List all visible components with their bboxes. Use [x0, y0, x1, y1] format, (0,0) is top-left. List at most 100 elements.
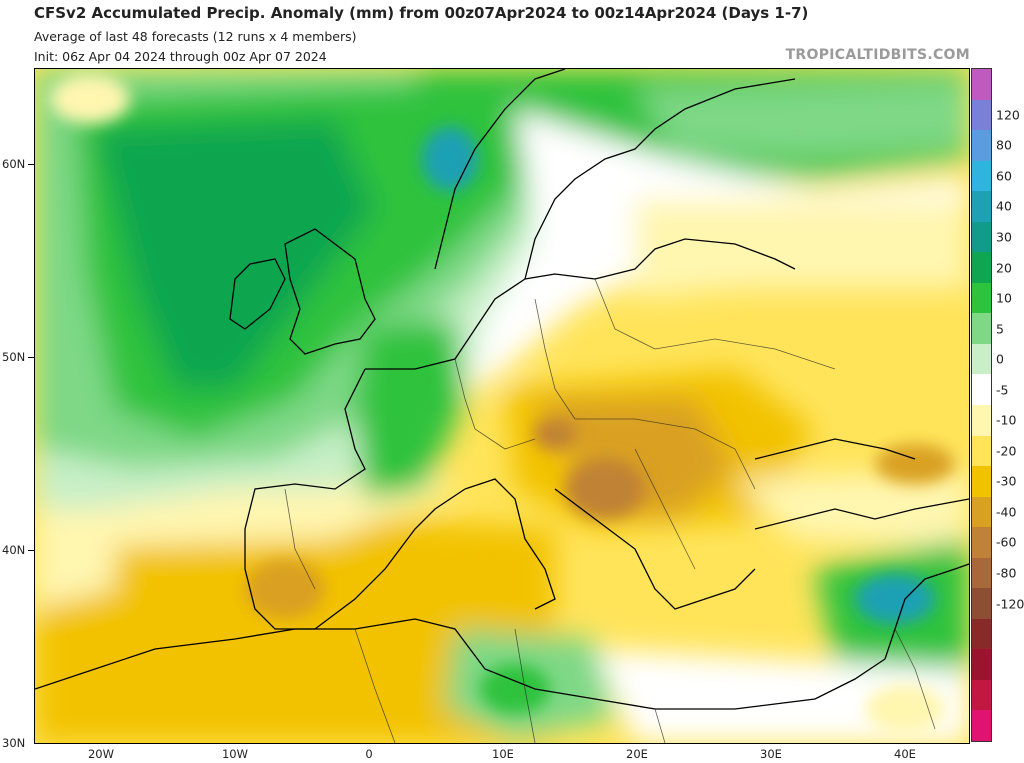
colorbar-swatch	[972, 343, 991, 375]
core-balkans-dry-strong	[565, 459, 645, 519]
coast-north-europe	[365, 238, 796, 370]
coast-britain	[284, 228, 376, 355]
colorbar-label: -30	[996, 473, 1017, 489]
colorbar-swatch	[972, 130, 991, 162]
colorbar-swatch	[972, 588, 991, 620]
colorbar-swatch	[972, 69, 991, 101]
colorbar-swatch	[972, 618, 991, 650]
colorbar-label: 120	[996, 107, 1020, 123]
field-westafrica-pale	[35, 529, 115, 609]
colorbar-label: -60	[996, 534, 1017, 550]
border-levant	[894, 628, 936, 730]
colorbar-swatch	[972, 191, 991, 223]
border-egypt	[654, 708, 666, 743]
lon-label-40e: 40E	[894, 747, 916, 761]
anomaly-field	[35, 69, 969, 743]
core-norway-very-wet	[422, 127, 478, 191]
core-libya-wet	[480, 664, 550, 714]
colorbar-label: 0	[996, 351, 1004, 367]
border-germany-poland	[534, 298, 576, 420]
border-east	[594, 278, 836, 370]
colorbar-label: -40	[996, 504, 1017, 520]
border-west	[454, 358, 536, 450]
lat-tick	[28, 357, 34, 358]
lat-label-50n: 50N	[2, 350, 26, 364]
coast-north-africa	[35, 618, 886, 710]
field-atlantic-wet-strong	[95, 119, 375, 389]
colorbar-label: -20	[996, 443, 1017, 459]
precip-anomaly-map	[34, 68, 970, 744]
map-subtitle-init: Init: 06z Apr 04 2024 through 00z Apr 07…	[34, 49, 327, 64]
map-canvas	[35, 69, 969, 743]
lat-tick	[28, 550, 34, 551]
core-iberia-dry	[245, 559, 325, 619]
lat-tick	[28, 164, 34, 165]
core-alps-dry-strong	[533, 418, 577, 450]
colorbar-label: 5	[996, 321, 1004, 337]
colorbar-label: -10	[996, 412, 1017, 428]
colorbar-label: 60	[996, 168, 1012, 184]
coast-black-sea-north	[754, 438, 916, 460]
border-danube	[575, 418, 756, 490]
lat-label-40n: 40N	[2, 543, 26, 557]
coast-norway	[434, 69, 566, 270]
country-borders	[284, 278, 936, 743]
coast-ireland	[229, 258, 286, 330]
border-algeria	[354, 628, 396, 743]
colorbar-swatch	[972, 313, 991, 345]
field-anatolia-pale	[735, 469, 969, 549]
colorbar-label: 40	[996, 198, 1012, 214]
colorbar-swatch	[972, 374, 991, 406]
coast-sweden-finland	[524, 78, 796, 280]
lon-label-20e: 20E	[626, 747, 648, 761]
colorbar-label: 10	[996, 290, 1012, 306]
coast-adriatic-greece	[554, 488, 756, 610]
colorbar-label: -120	[996, 596, 1024, 612]
colorbar-swatch	[972, 282, 991, 314]
border-libya	[514, 628, 536, 743]
colorbar-swatch	[972, 496, 991, 528]
colorbar-label: -5	[996, 382, 1009, 398]
lon-label-0: 0	[365, 747, 373, 761]
lat-label-30n: 30N	[2, 736, 26, 750]
colorbar-swatch	[972, 435, 991, 467]
colorbar-swatch	[972, 679, 991, 711]
coast-black-sea-south	[754, 498, 969, 530]
core-atlantic-pale	[50, 74, 130, 124]
colorbar-swatch	[972, 557, 991, 589]
field-baltic-pale	[635, 199, 969, 299]
lon-label-20w: 20W	[87, 747, 115, 761]
colorbar-label: -80	[996, 565, 1017, 581]
colorbar-swatch	[972, 466, 991, 498]
colorbar-swatch	[972, 405, 991, 437]
core-arabia-pale	[865, 684, 945, 734]
coast-levant	[884, 563, 969, 660]
core-black-sea-dry	[875, 444, 955, 484]
coastlines	[35, 69, 969, 710]
field-neutral-strip	[465, 109, 969, 399]
colorbar-swatch	[972, 252, 991, 284]
coast-france-iberia	[244, 368, 466, 630]
colorbar-label: 80	[996, 137, 1012, 153]
field-iberia-africa-dry	[35, 499, 555, 743]
colorbar-label: 30	[996, 229, 1012, 245]
colorbar-swatch	[972, 160, 991, 192]
colorbar-swatch	[972, 221, 991, 253]
brand-watermark: TROPICALTIDBITS.COM	[785, 47, 970, 63]
border-iberia	[284, 488, 316, 590]
field-north-wet-light	[635, 79, 969, 159]
coast-italy	[464, 478, 556, 610]
lon-label-10w: 10W	[221, 747, 249, 761]
anomaly-cores	[50, 74, 955, 734]
lon-label-30e: 30E	[760, 747, 782, 761]
colorbar-swatch	[972, 710, 991, 742]
colorbar	[971, 68, 992, 742]
border-balkans	[634, 448, 696, 570]
map-title: CFSv2 Accumulated Precip. Anomaly (mm) f…	[34, 4, 809, 22]
map-subtitle-ensemble: Average of last 48 forecasts (12 runs x …	[34, 29, 357, 44]
lat-label-60n: 60N	[2, 157, 26, 171]
colorbar-swatch	[972, 99, 991, 131]
core-mideast-very-wet	[855, 574, 935, 624]
colorbar-swatch	[972, 527, 991, 559]
colorbar-label: 20	[996, 260, 1012, 276]
